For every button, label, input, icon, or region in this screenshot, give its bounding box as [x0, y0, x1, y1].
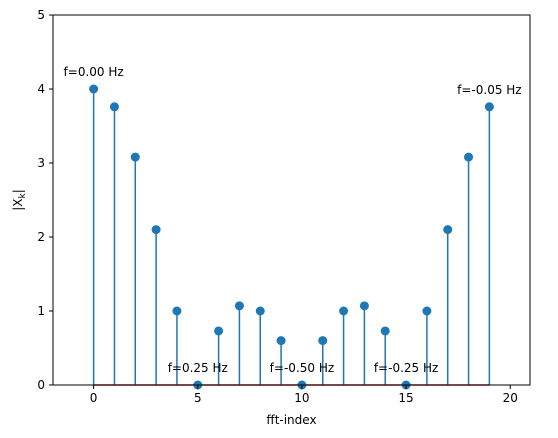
stem-marker — [109, 102, 119, 112]
stem-marker — [318, 336, 328, 346]
axis-ticks: 0 5 10 15 20 0 1 2 3 4 5 — [37, 8, 517, 405]
stem-marker — [464, 152, 474, 162]
frequency-annotation: f=-0.25 Hz — [374, 361, 438, 375]
stem-marker — [339, 306, 349, 316]
frequency-annotation: f=0.25 Hz — [168, 361, 228, 375]
stem-marker — [214, 326, 224, 336]
stem-marker — [234, 301, 244, 311]
stem-marker — [422, 306, 432, 316]
stem-marker — [443, 225, 453, 235]
stem-marker — [276, 336, 286, 346]
frequency-annotation: f=0.00 Hz — [64, 65, 124, 79]
stem-marker — [130, 152, 140, 162]
y-axis-label: |Xk| — [11, 189, 28, 211]
stem-marker — [172, 306, 182, 316]
y-tick-label: 2 — [37, 230, 45, 244]
x-tick-label: 15 — [398, 391, 413, 405]
y-tick-label: 0 — [37, 378, 45, 392]
x-axis-label: fft-index — [266, 413, 316, 427]
frequency-annotation: f=-0.50 Hz — [270, 361, 334, 375]
stem-marker — [380, 326, 390, 336]
x-tick-label: 0 — [90, 391, 98, 405]
frequency-annotations: f=0.00 Hz f=0.25 Hz f=-0.50 Hz f=-0.25 Hz f=… — [64, 65, 522, 375]
y-axis-label-end: | — [11, 189, 25, 193]
y-axis-label-subscript: k — [18, 193, 28, 199]
y-tick-label: 1 — [37, 304, 45, 318]
stem-marker — [151, 225, 161, 235]
frequency-annotation: f=-0.05 Hz — [457, 83, 521, 97]
y-axis-label-base: |X — [11, 199, 25, 211]
stem-marker — [359, 301, 369, 311]
y-tick-label: 4 — [37, 82, 45, 96]
y-tick-label: 3 — [37, 156, 45, 170]
stem-marker — [484, 102, 494, 112]
stem-marker — [255, 306, 265, 316]
plot-frame — [52, 14, 531, 386]
stem-series — [89, 84, 494, 390]
x-tick-label: 20 — [503, 391, 518, 405]
stem-marker — [89, 84, 99, 94]
y-tick-label: 5 — [37, 8, 45, 22]
x-tick-label: 5 — [194, 391, 202, 405]
x-tick-label: 10 — [294, 391, 309, 405]
